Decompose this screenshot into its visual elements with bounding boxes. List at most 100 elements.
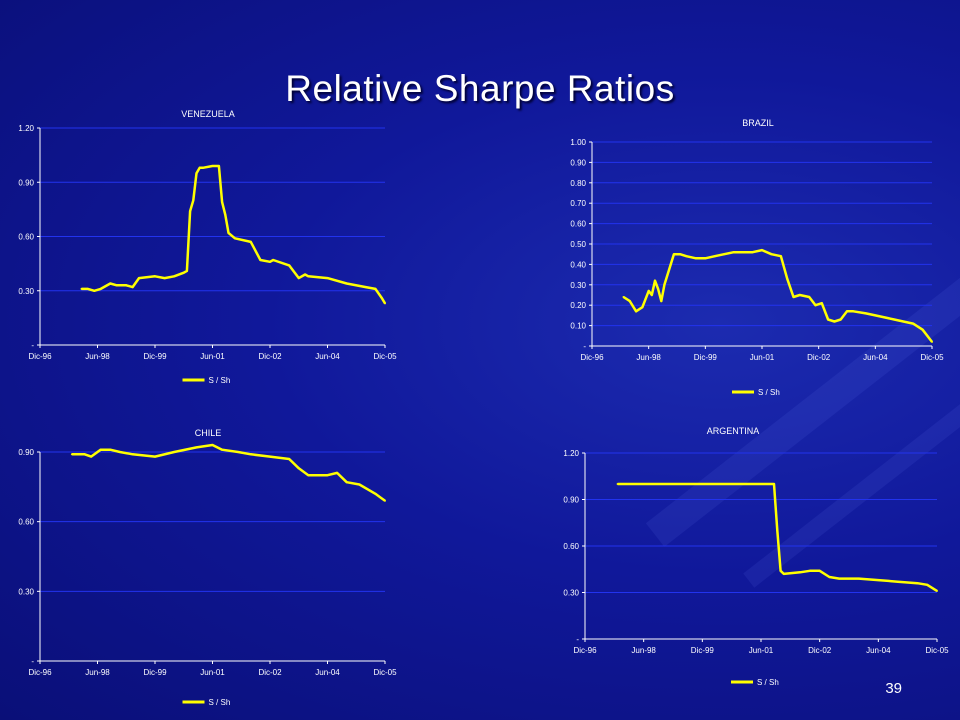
data-point (931, 340, 933, 343)
series-line (622, 248, 933, 343)
y-tick-label: 0.70 (570, 199, 586, 208)
data-point (628, 300, 631, 303)
data-point (93, 289, 96, 292)
data-point (852, 310, 855, 313)
data-point (269, 260, 271, 263)
data-point (86, 287, 89, 290)
data-point (326, 474, 329, 477)
x-tick-label: Jun-01 (200, 668, 225, 677)
data-point (345, 481, 348, 484)
data-point (936, 589, 938, 592)
data-point (125, 284, 128, 287)
data-point (679, 253, 682, 256)
argentina-chart: ARGENTINA - 0.30 0.60 0.90 1.20 Dic-96 Jun-98 Di… (563, 426, 949, 687)
data-point (288, 458, 291, 460)
x-tick-label: Jun-04 (315, 352, 340, 361)
data-point (307, 474, 310, 477)
data-point (770, 253, 773, 256)
data-point (198, 166, 201, 169)
data-point (80, 287, 83, 290)
data-point (326, 277, 329, 280)
data-point (685, 255, 688, 258)
data-point (663, 283, 666, 286)
x-tick-label: Dic-99 (691, 646, 715, 655)
x-tick-label: Dic-96 (573, 646, 597, 655)
chile-chart: CHILE - 0.30 0.60 0.90 Dic-96 Jun-98 Dic-99 Jun-… (18, 428, 397, 707)
data-point (221, 201, 224, 204)
x-tick-label: Jun-01 (200, 352, 225, 361)
data-point (195, 446, 198, 449)
data-point (779, 255, 782, 258)
data-point (776, 529, 779, 532)
y-tick-label: 0.90 (570, 158, 586, 167)
x-tick-label: Jun-98 (85, 668, 110, 677)
data-point (635, 310, 638, 313)
legend-label: S / Sh (757, 678, 779, 687)
x-tick-label: Dic-02 (258, 352, 282, 361)
x-tick-label: Dic-05 (373, 668, 397, 677)
legend-label: S / Sh (209, 698, 231, 707)
data-point (818, 569, 821, 572)
data-point (820, 302, 823, 305)
data-point (660, 300, 663, 303)
data-point (828, 576, 831, 578)
data-point (782, 572, 785, 575)
data-point (374, 492, 377, 495)
data-point (115, 284, 118, 287)
data-point (874, 314, 877, 317)
data-point (877, 579, 880, 582)
data-point (616, 483, 619, 485)
data-point (761, 249, 763, 252)
data-point (118, 451, 121, 453)
y-tick-label: 1.20 (18, 124, 34, 133)
x-tick-label: Dic-02 (808, 646, 832, 655)
data-point (380, 297, 383, 299)
data-point (622, 296, 625, 298)
data-point (694, 257, 697, 260)
data-point (773, 483, 775, 485)
data-point (83, 453, 86, 456)
data-point (786, 277, 789, 280)
data-point (896, 580, 899, 583)
data-point (345, 282, 348, 285)
data-point (808, 569, 811, 572)
x-tick-label: Jun-01 (749, 646, 774, 655)
data-point (201, 166, 204, 169)
y-tick-label: 0.30 (18, 587, 34, 596)
chart-title: CHILE (195, 428, 222, 438)
x-tick-label: Jun-04 (863, 353, 888, 362)
data-point (138, 277, 140, 280)
page-number: 39 (885, 680, 902, 697)
data-point (838, 577, 841, 580)
y-tick-label: 0.60 (18, 518, 34, 527)
x-tick-label: Dic-02 (258, 668, 282, 677)
data-point (90, 455, 93, 458)
brazil-chart: BRAZIL - 0.10 0.20 0.30 0.40 0.50 0.60 0.70 0.80 0… (570, 118, 944, 397)
data-point (814, 304, 817, 307)
data-point (154, 275, 156, 278)
chart-title: ARGENTINA (707, 426, 760, 436)
y-tick-label: - (583, 342, 586, 351)
series-line (81, 164, 387, 305)
data-point (384, 302, 386, 305)
series-line (71, 443, 386, 502)
data-point (109, 282, 112, 285)
slide-title: Relative Sharpe Ratios (285, 68, 675, 109)
data-point (827, 318, 830, 321)
data-point (921, 328, 924, 331)
y-tick-label: 0.30 (570, 281, 586, 290)
data-point (654, 279, 656, 282)
data-point (307, 275, 310, 278)
x-tick-label: Dic-96 (28, 352, 52, 361)
data-point (839, 318, 842, 321)
data-point (304, 273, 307, 276)
data-point (864, 312, 867, 315)
data-point (647, 289, 650, 292)
y-tick-label: 0.50 (570, 240, 586, 249)
x-tick-label: Dic-05 (925, 646, 949, 655)
data-point (173, 275, 176, 278)
data-point (723, 253, 726, 256)
y-tick-label: 1.20 (563, 449, 579, 458)
data-point (249, 240, 252, 243)
x-tick-label: Dic-05 (920, 353, 944, 362)
